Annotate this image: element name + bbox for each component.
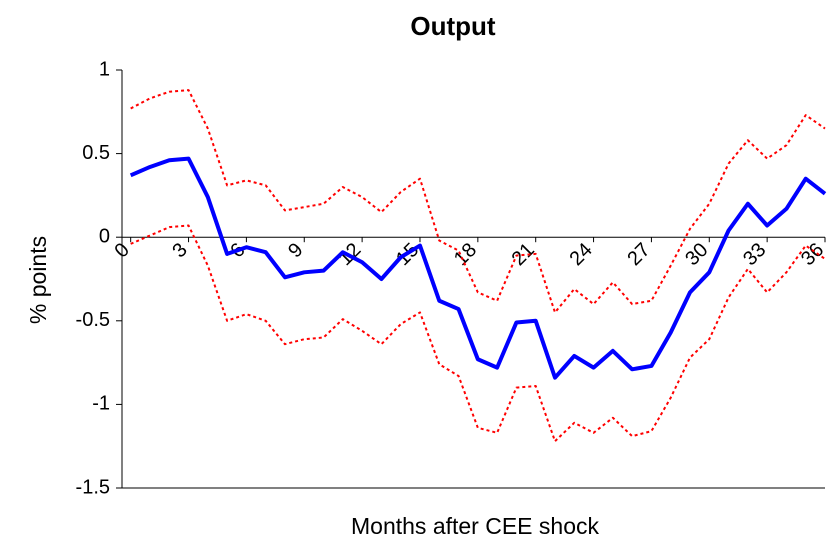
y-tick-label: -1 xyxy=(92,393,110,415)
y-tick-label: 0.5 xyxy=(82,142,110,164)
y-axis-label: % points xyxy=(25,236,51,324)
x-tick-label: 36 xyxy=(797,239,828,270)
series-line xyxy=(129,156,827,380)
x-axis-label: Months after CEE shock xyxy=(351,513,599,539)
y-tick-label: -0.5 xyxy=(76,309,110,331)
x-tick-label: 30 xyxy=(681,239,712,270)
x-tick-label: 3 xyxy=(168,239,191,262)
series-line xyxy=(130,224,826,443)
x-tick-label: 33 xyxy=(739,239,770,270)
y-tick-label: 1 xyxy=(99,58,110,80)
x-tick-label: 18 xyxy=(450,239,481,270)
x-tick-label: 27 xyxy=(623,239,654,270)
y-tick-label: -1.5 xyxy=(76,476,110,498)
series-line xyxy=(130,89,826,314)
y-tick-label: 0 xyxy=(99,225,110,247)
chart-title: Output xyxy=(410,11,496,41)
x-tick-label: 24 xyxy=(566,239,597,270)
x-tick-label: 9 xyxy=(284,239,307,262)
